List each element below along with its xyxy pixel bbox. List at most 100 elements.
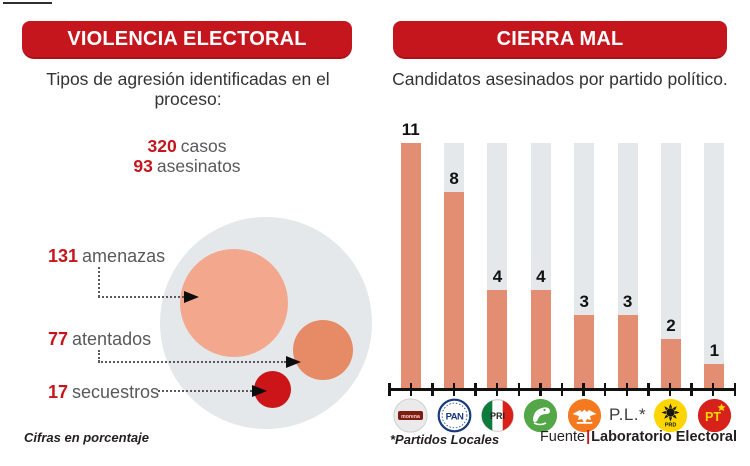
bar-column-morena: 11 — [389, 121, 432, 388]
axis-tick — [582, 383, 585, 396]
axis-tick — [711, 383, 715, 396]
atentados-value: 77 — [48, 329, 69, 349]
connector-atentados-horizontal — [98, 361, 286, 363]
axis-tick — [647, 383, 650, 396]
logo-cell-pan: PAN — [432, 395, 475, 435]
total-asesinatos-label: asesinatos — [156, 156, 241, 176]
bar-column-pan: 8 — [432, 143, 475, 388]
axis-tick — [733, 383, 736, 396]
total-asesinatos: 93 asesinatos — [22, 156, 352, 176]
axis-tick — [539, 383, 542, 396]
bar-pvem — [530, 290, 551, 388]
bar-value-label: 4 — [492, 267, 503, 286]
bar-column-movimiento-ciudadano: 3 — [563, 143, 606, 388]
svg-text:PRD: PRD — [665, 422, 677, 428]
right-banner-title: CIERRA MAL — [393, 21, 727, 59]
logo-cell-pvem — [519, 395, 562, 435]
connector-secuestros-horizontal — [158, 390, 252, 392]
bar-column-pt: 1 — [693, 143, 736, 388]
left-banner-title: VIOLENCIA ELECTORAL — [22, 21, 352, 59]
axis-tick — [474, 383, 477, 396]
top-left-rule — [3, 2, 52, 4]
axis-tick — [625, 383, 629, 396]
label-atentados: 77 atentados — [48, 329, 151, 350]
source-name: Laboratorio Electoral — [591, 429, 737, 445]
bar-column-partidos-locales: 3 — [606, 143, 649, 388]
axis-tick — [603, 383, 607, 396]
axis-tick — [495, 383, 499, 396]
bar-pri — [487, 290, 508, 388]
pt-logo-icon: PT — [697, 398, 731, 432]
logo-cell-movimiento-ciudadano — [563, 395, 606, 435]
bar-partidos-locales — [617, 314, 638, 388]
arrow-icon-secuestros — [252, 385, 267, 397]
bar-prd — [660, 339, 681, 388]
arrow-icon-atentados — [286, 356, 301, 368]
bar-column-prd: 2 — [649, 143, 692, 388]
bar-value-label: 2 — [666, 316, 676, 335]
left-subtitle: Tipos de agresión identificadas en el pr… — [46, 69, 330, 109]
bar-value-label: 3 — [579, 291, 589, 311]
svg-text:PRI: PRI — [490, 411, 505, 421]
bar-chart: 11 8 4 4 3 3 2 1 — [389, 121, 736, 388]
bar-movimiento-ciudadano — [574, 314, 595, 388]
pri-logo-icon: PRI — [481, 398, 514, 432]
axis-tick — [452, 383, 456, 396]
amenazas-value: 131 — [48, 246, 79, 266]
x-axis — [388, 383, 736, 396]
connector-amenazas-horizontal — [98, 296, 184, 298]
source-divider: | — [586, 429, 591, 445]
logo-cell-morena: morena — [389, 395, 432, 435]
prd-logo-icon: PRD — [654, 398, 688, 432]
totals-block: 320 casos 93 asesinatos — [22, 136, 352, 176]
svg-text:PAN: PAN — [445, 411, 463, 422]
atentados-text: atentados — [72, 329, 152, 349]
pan-logo-icon: PAN — [437, 398, 471, 432]
amenazas-text: amenazas — [82, 246, 166, 266]
total-casos: 320 casos — [22, 136, 352, 156]
total-asesinatos-value: 93 — [133, 156, 153, 176]
right-subtitle: Candidatos asesinados por partido políti… — [392, 69, 728, 89]
svg-text:PT: PT — [705, 410, 721, 424]
label-secuestros: 17 secuestros — [48, 382, 159, 403]
partidos-locales-label: P.L.* — [608, 405, 647, 424]
axis-tick — [668, 383, 672, 396]
bar-track — [660, 143, 681, 388]
logo-cell-pri: PRI — [476, 395, 519, 435]
morena-logo-icon: morena — [393, 397, 428, 433]
arrow-icon-amenazas — [184, 291, 199, 303]
bar-pan — [444, 192, 465, 388]
bar-value-label: 11 — [401, 120, 420, 139]
connector-atentados-vertical — [98, 350, 100, 362]
source-credit: Fuente|Laboratorio Electoral — [540, 429, 737, 445]
axis-tick — [431, 383, 434, 396]
bubble-atentados — [293, 320, 353, 380]
axis-tick — [517, 383, 521, 396]
label-amenazas: 131 amenazas — [48, 246, 165, 267]
bubble-amenazas — [180, 249, 288, 357]
party-logos-row: morena PAN PRI — [389, 395, 736, 435]
pvem-logo-icon — [524, 398, 558, 432]
logo-cell-partidos-locales: P.L.* — [606, 395, 649, 435]
right-footnote: *Partidos Locales — [390, 432, 500, 447]
bar-value-label: 3 — [622, 291, 633, 311]
axis-tick — [388, 383, 391, 396]
bar-pt — [704, 363, 725, 388]
connector-amenazas-vertical — [98, 267, 100, 297]
secuestros-text: secuestros — [72, 382, 160, 402]
logo-cell-pt: PT — [693, 395, 736, 435]
bar-track — [704, 143, 725, 388]
axis-tick — [409, 383, 413, 396]
axis-tick — [560, 383, 564, 396]
svg-text:morena: morena — [401, 413, 420, 419]
bar-value-label: 1 — [709, 340, 720, 360]
bar-value-label: 4 — [536, 267, 546, 286]
bar-value-label: 8 — [449, 169, 459, 188]
total-casos-value: 320 — [147, 136, 177, 156]
secuestros-value: 17 — [48, 382, 69, 402]
logo-cell-prd: PRD — [649, 395, 692, 435]
axis-tick — [690, 383, 693, 396]
source-prefix: Fuente — [539, 429, 586, 445]
left-footnote: Cifras en porcentaje — [24, 430, 149, 445]
